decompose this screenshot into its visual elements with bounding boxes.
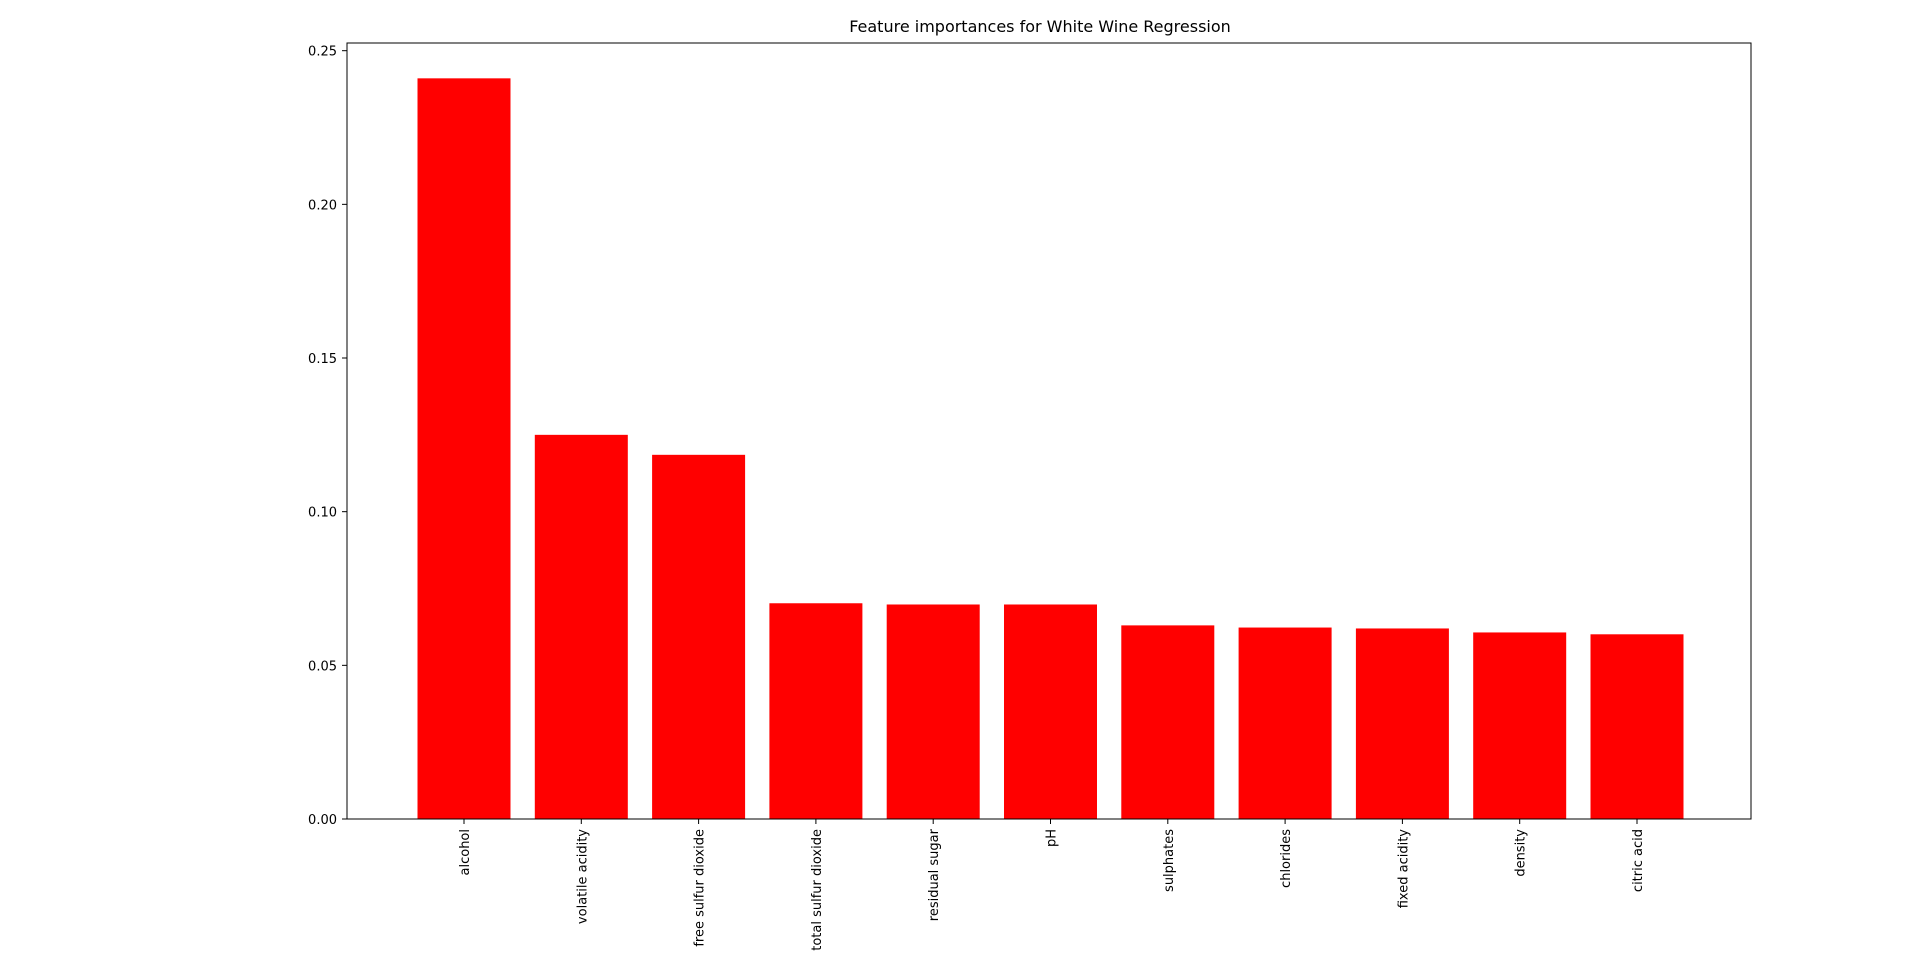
x-tick-label: citric acid bbox=[1631, 829, 1646, 892]
bar-volatile-acidity bbox=[534, 434, 628, 819]
bar-chlorides bbox=[1238, 627, 1332, 819]
chart-title: Feature importances for White Wine Regre… bbox=[849, 17, 1231, 36]
x-tick-label: free sulfur dioxide bbox=[693, 829, 708, 947]
bar-fixed-acidity bbox=[1355, 628, 1449, 819]
axes-layer: alcohol volatile acidity free sulfur dioxi… bbox=[308, 42, 1752, 951]
x-tick-label: pH bbox=[1045, 829, 1060, 847]
x-tick-label: alcohol bbox=[458, 829, 473, 875]
bar-alcohol bbox=[417, 78, 511, 820]
y-tick-label: 0.00 bbox=[308, 813, 337, 828]
bar-ph bbox=[1004, 604, 1097, 819]
bars-layer bbox=[417, 78, 1684, 820]
x-tick-label: fixed acidity bbox=[1396, 829, 1411, 909]
plot-frame bbox=[346, 42, 1752, 820]
bar-free-sulfur-dioxide bbox=[652, 454, 746, 819]
bar-citric-acid bbox=[1590, 634, 1684, 819]
bar-total-sulfur-dioxide bbox=[769, 603, 863, 819]
x-tick-label: residual sugar bbox=[927, 828, 942, 921]
x-tick-label: chlorides bbox=[1279, 829, 1294, 888]
y-tick-label: 0.05 bbox=[308, 659, 337, 674]
y-tick-label: 0.25 bbox=[308, 45, 337, 60]
x-tick-label: density bbox=[1514, 829, 1529, 877]
x-tick-label: total sulfur dioxide bbox=[810, 829, 825, 951]
y-tick-label: 0.20 bbox=[308, 198, 337, 213]
y-tick-label: 0.10 bbox=[308, 506, 337, 521]
bar-density bbox=[1473, 632, 1567, 819]
bar-sulphates bbox=[1121, 625, 1215, 819]
x-tick-label: volatile acidity bbox=[575, 829, 590, 924]
y-tick-label: 0.15 bbox=[308, 352, 337, 367]
x-tick-label: sulphates bbox=[1162, 829, 1177, 892]
bar-residual-sugar bbox=[886, 604, 980, 819]
